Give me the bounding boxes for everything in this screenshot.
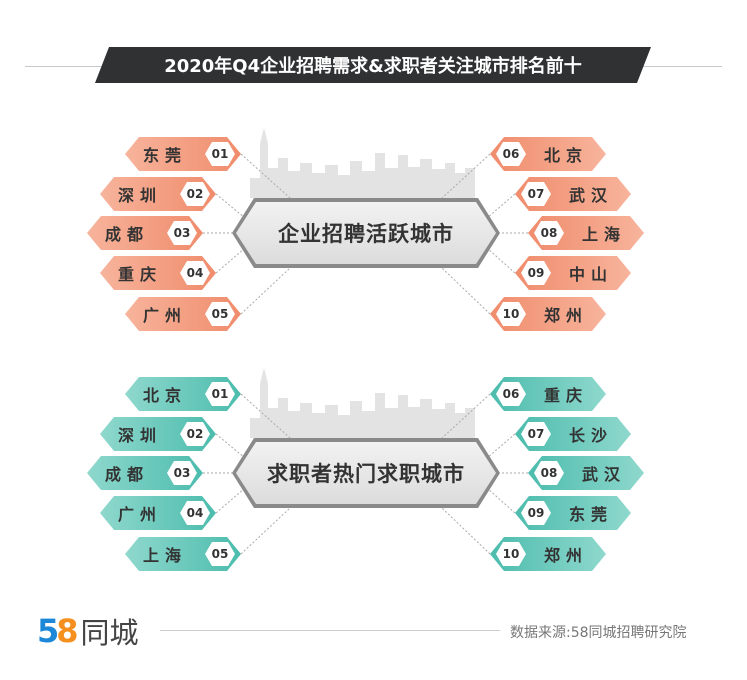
connector-line [240, 153, 291, 199]
title-line-left [25, 66, 105, 67]
connector-line [240, 267, 291, 315]
city-tag-rank-07: 07 武汉 [515, 177, 631, 211]
rank-badge: 05 [205, 542, 235, 566]
city-name: 上海 [581, 225, 626, 244]
rank-badge: 03 [167, 221, 197, 245]
city-name: 武汉 [568, 186, 613, 205]
center-category-label: 求职者热门求职城市 [236, 442, 496, 504]
city-tag-rank-02: 深圳 02 [100, 417, 216, 451]
city-tag-rank-09: 09 中山 [515, 256, 631, 290]
rank-badge: 06 [496, 382, 526, 406]
city-tag-rank-06: 06 北京 [490, 137, 606, 171]
rank-badge: 10 [496, 302, 526, 326]
city-name: 武汉 [581, 465, 626, 484]
page-title: 2020年Q4企业招聘需求&求职者关注城市排名前十 [95, 47, 651, 83]
rank-badge: 08 [534, 221, 564, 245]
city-name: 郑州 [543, 306, 588, 325]
city-name: 东莞 [568, 505, 613, 524]
page-title-text: 2020年Q4企业招聘需求&求职者关注城市排名前十 [164, 56, 582, 77]
city-name: 北京 [543, 146, 588, 165]
city-name: 郑州 [543, 546, 588, 565]
city-name: 广州 [117, 505, 162, 524]
footer-divider [160, 630, 500, 631]
connector-line [441, 507, 491, 555]
rank-badge: 06 [496, 142, 526, 166]
connector-line [441, 393, 491, 439]
rank-badge: 08 [534, 461, 564, 485]
city-tag-rank-08: 08 上海 [528, 216, 644, 250]
city-tag-rank-06: 06 重庆 [490, 377, 606, 411]
connector-line [441, 267, 491, 315]
section-jobseeker-cities: 求职者热门求职城市 北京 01 深圳 02 成都 03 广州 04 上海 05 06 重庆 07 长沙 08 武… [0, 363, 747, 573]
city-name: 长沙 [568, 426, 613, 445]
city-tag-rank-08: 08 武汉 [528, 456, 644, 490]
city-tag-rank-04: 重庆 04 [100, 256, 216, 290]
center-category-label: 企业招聘活跃城市 [236, 202, 496, 264]
rank-badge: 10 [496, 542, 526, 566]
city-tag-rank-02: 深圳 02 [100, 177, 216, 211]
connector-line [486, 487, 516, 514]
center-category-box: 企业招聘活跃城市 [232, 198, 500, 268]
rank-badge: 04 [180, 261, 210, 285]
city-name: 广州 [142, 306, 187, 325]
city-tag-rank-07: 07 长沙 [515, 417, 631, 451]
city-tag-rank-01: 北京 01 [125, 377, 241, 411]
connector-line [486, 247, 516, 274]
city-name: 成都 [104, 225, 149, 244]
rank-badge: 09 [521, 501, 551, 525]
city-tag-rank-01: 东莞 01 [125, 137, 241, 171]
connector-line [240, 507, 291, 555]
city-name: 深圳 [117, 186, 162, 205]
rank-badge: 07 [521, 182, 551, 206]
connector-line [486, 433, 516, 459]
rank-badge: 01 [205, 142, 235, 166]
city-name: 上海 [142, 546, 187, 565]
rank-badge: 03 [167, 461, 197, 485]
connector-lines [203, 153, 528, 315]
city-tag-rank-10: 10 郑州 [490, 537, 606, 571]
city-name: 深圳 [117, 426, 162, 445]
city-name: 成都 [104, 465, 149, 484]
connector-line [215, 193, 246, 219]
58-logo: 5 8 同城 [37, 610, 139, 652]
skyline-graphic [250, 368, 475, 438]
city-name: 重庆 [117, 265, 162, 284]
center-category-box: 求职者热门求职城市 [232, 438, 500, 508]
rank-badge: 02 [180, 182, 210, 206]
city-tag-rank-03: 成都 03 [87, 216, 203, 250]
rank-badge: 05 [205, 302, 235, 326]
city-tag-rank-04: 广州 04 [100, 496, 216, 530]
city-tag-rank-10: 10 郑州 [490, 297, 606, 331]
connector-line [441, 153, 491, 199]
rank-badge: 07 [521, 422, 551, 446]
skyline-graphic [250, 128, 475, 198]
city-tag-rank-05: 上海 05 [125, 537, 241, 571]
data-source: 数据来源:58同城招聘研究院 [510, 625, 687, 641]
connector-lines [203, 393, 528, 555]
rank-badge: 01 [205, 382, 235, 406]
connector-line [486, 193, 516, 219]
city-name: 北京 [142, 386, 187, 405]
connector-line [215, 247, 246, 274]
connector-line [215, 433, 246, 459]
city-name: 东莞 [142, 146, 187, 165]
city-tag-rank-09: 09 东莞 [515, 496, 631, 530]
logo-digit-5: 5 [37, 612, 60, 650]
connector-line [215, 487, 246, 514]
connector-line [240, 393, 291, 439]
city-tag-rank-05: 广州 05 [125, 297, 241, 331]
city-name: 中山 [568, 265, 613, 284]
city-tag-rank-03: 成都 03 [87, 456, 203, 490]
section-enterprise-hiring: 企业招聘活跃城市 东莞 01 深圳 02 成都 03 重庆 04 广州 05 06 北京 07 武汉 08 上海… [0, 123, 747, 333]
logo-name: 同城 [80, 616, 139, 650]
rank-badge: 04 [180, 501, 210, 525]
logo-digit-8: 8 [56, 612, 79, 650]
city-name: 重庆 [543, 386, 588, 405]
title-line-right [640, 66, 722, 67]
rank-badge: 09 [521, 261, 551, 285]
rank-badge: 02 [180, 422, 210, 446]
